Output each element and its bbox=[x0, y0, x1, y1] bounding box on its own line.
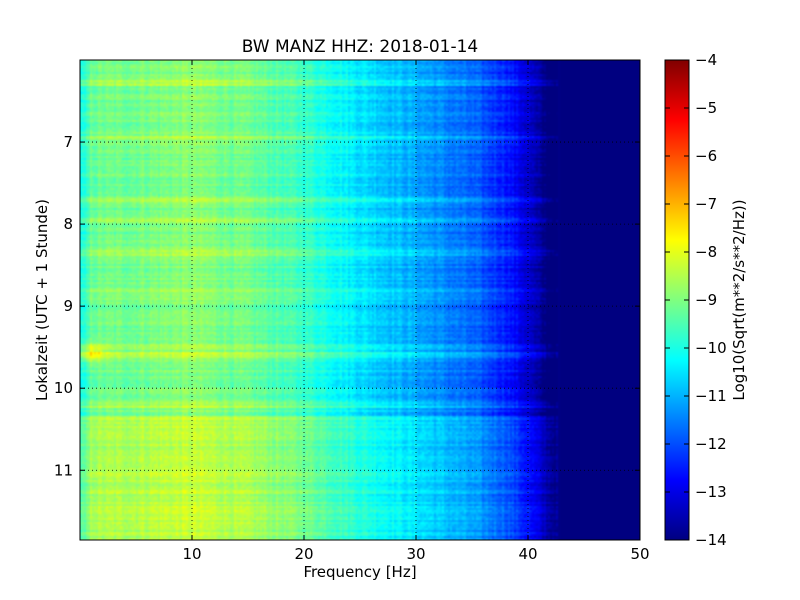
chart-title: BW MANZ HHZ: 2018-01-14 bbox=[242, 37, 478, 57]
x-axis-label: Frequency [Hz] bbox=[303, 563, 416, 581]
colorbar-tick-label: −6 bbox=[695, 147, 717, 165]
colorbar-tick-label: −5 bbox=[695, 99, 717, 117]
colorbar-tick-label: −11 bbox=[695, 387, 727, 405]
y-axis: 7 8 9 10 11 bbox=[54, 133, 640, 479]
spectrogram-heatmap bbox=[80, 60, 640, 540]
x-tick-label: 50 bbox=[630, 545, 649, 563]
colorbar-tick-label: −7 bbox=[695, 195, 717, 213]
y-tick-label: 7 bbox=[63, 133, 73, 151]
colorbar: −4 −5 −6 −7 −8 −9 −10 −11 −12 −13 −14 Log10(Sqrt(m… bbox=[664, 51, 748, 549]
colorbar-ticks: −4 −5 −6 −7 −8 −9 −10 −11 −12 −13 −14 bbox=[665, 51, 727, 549]
y-axis-label: Lokalzeit (UTC + 1 Stunde) bbox=[33, 199, 51, 401]
grid-lines bbox=[80, 60, 640, 540]
x-tick-label: 30 bbox=[406, 545, 425, 563]
colorbar-tick-label: −4 bbox=[695, 51, 717, 69]
y-tick-label: 11 bbox=[54, 461, 73, 479]
plot-frame bbox=[79, 59, 641, 541]
y-tick-label: 9 bbox=[63, 297, 73, 315]
x-tick-label: 40 bbox=[518, 545, 537, 563]
colorbar-label: Log10(Sqrt(m**2/s**2/Hz)) bbox=[730, 199, 748, 400]
y-tick-label: 10 bbox=[54, 379, 73, 397]
x-tick-label: 20 bbox=[294, 545, 313, 563]
colorbar-tick-label: −8 bbox=[695, 243, 717, 261]
plot-area bbox=[80, 60, 640, 540]
colorbar-tick-label: −12 bbox=[695, 435, 727, 453]
colorbar-tick-label: −14 bbox=[695, 531, 727, 549]
x-tick-label: 10 bbox=[182, 545, 201, 563]
colorbar-tick-label: −9 bbox=[695, 291, 717, 309]
colorbar-tick-label: −10 bbox=[695, 339, 727, 357]
y-tick-label: 8 bbox=[63, 215, 73, 233]
x-axis: 10 20 30 40 50 bbox=[182, 60, 650, 563]
colorbar-tick-label: −13 bbox=[695, 483, 727, 501]
